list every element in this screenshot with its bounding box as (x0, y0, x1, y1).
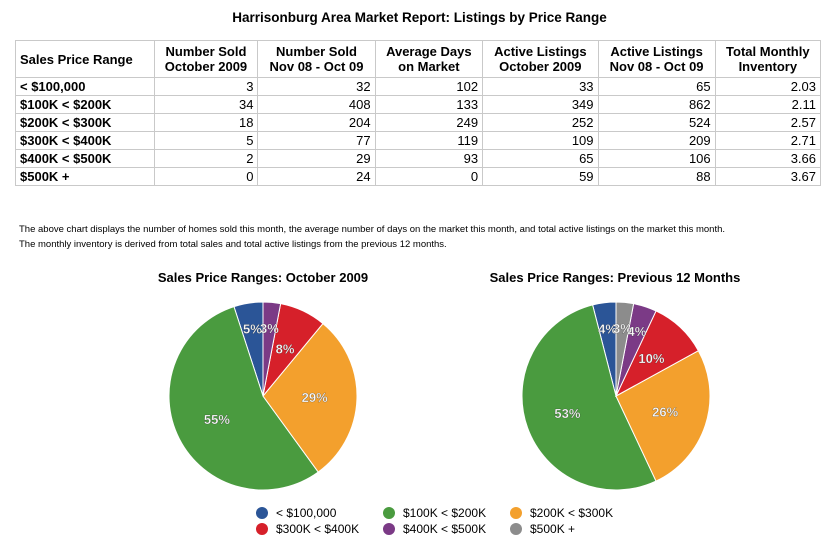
pie-label-200k-300k: 26% (652, 405, 678, 420)
table-cell: 249 (374, 113, 484, 132)
pie-label-100-000: 5% (243, 322, 262, 337)
table-cell: 3.66 (714, 149, 822, 168)
table-row: < $100,000 3 32 102 33 65 2.03 (15, 77, 822, 96)
legend-item: < $100,000 (256, 506, 336, 520)
table-cell: 29 (257, 149, 376, 168)
table-cell: 65 (597, 77, 716, 96)
table-cell: 59 (482, 167, 599, 186)
legend-item: $200K < $300K (510, 506, 613, 520)
table-cell: 18 (153, 113, 259, 132)
legend-item: $500K + (510, 522, 575, 536)
legend-label: $400K < $500K (403, 522, 487, 536)
table-note: The above chart displays the number of h… (19, 224, 726, 235)
pie-label-200k-300k: 29% (302, 390, 328, 405)
table-cell: 204 (257, 113, 376, 132)
table-cell: 2.11 (714, 95, 822, 114)
legend-swatch (256, 507, 268, 519)
pie-slice-500k (615, 301, 635, 397)
table-header-row: Sales Price Range Number Sold October 200… (15, 40, 822, 78)
table-cell: 102 (374, 77, 484, 96)
table-cell: $200K < $300K (15, 113, 155, 132)
legend-label: $300K < $400K (276, 522, 360, 536)
table-cell: 862 (597, 95, 716, 114)
table-cell: 349 (482, 95, 599, 114)
pie-label-400k-500k: 4% (628, 324, 647, 339)
header-sales-price-range: Sales Price Range (15, 40, 155, 78)
legend-item: $100K < $200K (383, 506, 486, 520)
table-cell: 3.67 (714, 167, 822, 186)
table-cell: 33 (482, 77, 599, 96)
pie-slice-400k-500k (262, 301, 282, 397)
table-cell: 2 (153, 149, 259, 168)
table-cell: 0 (374, 167, 484, 186)
pie-chart-year: 4% 53% 26% 10% 4%3% (521, 301, 711, 491)
table-cell: 408 (257, 95, 376, 114)
header-number-sold-year: Number Sold Nov 08 - Oct 09 (257, 40, 376, 78)
legend-label: $100K < $200K (403, 506, 487, 520)
legend-swatch (510, 507, 522, 519)
pie-title-year: Sales Price Ranges: Previous 12 Months (489, 270, 741, 285)
header-active-listings-year: Active Listings Nov 08 - Oct 09 (597, 40, 716, 78)
pie-label-300k-400k: 10% (638, 351, 664, 366)
legend-label: $200K < $300K (530, 506, 614, 520)
pie-label-400k-500k: 3% (260, 321, 279, 336)
table-cell: 133 (374, 95, 484, 114)
table-cell: 77 (257, 131, 376, 150)
header-number-sold-month: Number Sold October 2009 (153, 40, 259, 78)
pie-title-month: Sales Price Ranges: October 2009 (157, 270, 369, 285)
table-row: $500K + 0 24 0 59 88 3.67 (15, 167, 822, 186)
table-cell: 106 (597, 149, 716, 168)
price-range-table: Sales Price Range Number Sold October 200… (15, 40, 822, 186)
table-cell: 119 (374, 131, 484, 150)
table-row: $200K < $300K 18 204 249 252 524 2.57 (15, 113, 822, 132)
table-cell: 24 (257, 167, 376, 186)
pie-label-300k-400k: 8% (276, 342, 295, 357)
table-row: $400K < $500K 2 29 93 65 106 3.66 (15, 149, 822, 168)
table-row: $300K < $400K 5 77 119 109 209 2.71 (15, 131, 822, 150)
table-cell: $100K < $200K (15, 95, 155, 114)
pie-label-100-000: 4% (598, 321, 617, 336)
table-cell: 252 (482, 113, 599, 132)
table-cell: 2.03 (714, 77, 822, 96)
legend-swatch (383, 507, 395, 519)
table-cell: $300K < $400K (15, 131, 155, 150)
table-cell: 2.57 (714, 113, 822, 132)
table-cell: $400K < $500K (15, 149, 155, 168)
table-cell: 2.71 (714, 131, 822, 150)
pie-label-100k-200k: 55% (204, 412, 230, 427)
table-cell: 209 (597, 131, 716, 150)
pie-label-100k-200k: 53% (554, 406, 580, 421)
legend-label: < $100,000 (276, 506, 337, 520)
table-cell: 0 (153, 167, 259, 186)
pie-slice-100k-200k (168, 305, 319, 491)
table-cell: 34 (153, 95, 259, 114)
header-average-days: Average Days on Market (374, 40, 484, 78)
header-active-listings-month: Active Listings October 2009 (482, 40, 599, 78)
table-cell: < $100,000 (15, 77, 155, 96)
pie-chart-month: 5% 55% 29% 8% 3% (168, 301, 358, 491)
pie-slice-200k-300k (262, 322, 358, 473)
table-cell: 93 (374, 149, 484, 168)
legend-swatch (510, 523, 522, 535)
legend-label: $500K + (530, 522, 576, 536)
table-row: $100K < $200K 34 408 133 349 862 2.11 (15, 95, 822, 114)
table-cell: 109 (482, 131, 599, 150)
table-cell: 88 (597, 167, 716, 186)
pie-slice-100k-200k (521, 304, 657, 491)
legend-swatch (256, 523, 268, 535)
table-cell: 65 (482, 149, 599, 168)
table-note: The monthly inventory is derived from to… (19, 239, 447, 250)
table-cell: 3 (153, 77, 259, 96)
report-title: Harrisonburg Area Market Report: Listing… (232, 10, 607, 25)
table-cell: 524 (597, 113, 716, 132)
legend-swatch (383, 523, 395, 535)
legend-item: $300K < $400K (256, 522, 359, 536)
table-cell: 32 (257, 77, 376, 96)
table-cell: $500K + (15, 167, 155, 186)
legend-item: $400K < $500K (383, 522, 486, 536)
header-monthly-inventory: Total Monthly Inventory (714, 40, 822, 78)
pie-label-500k: 3% (613, 321, 632, 336)
table-cell: 5 (153, 131, 259, 150)
